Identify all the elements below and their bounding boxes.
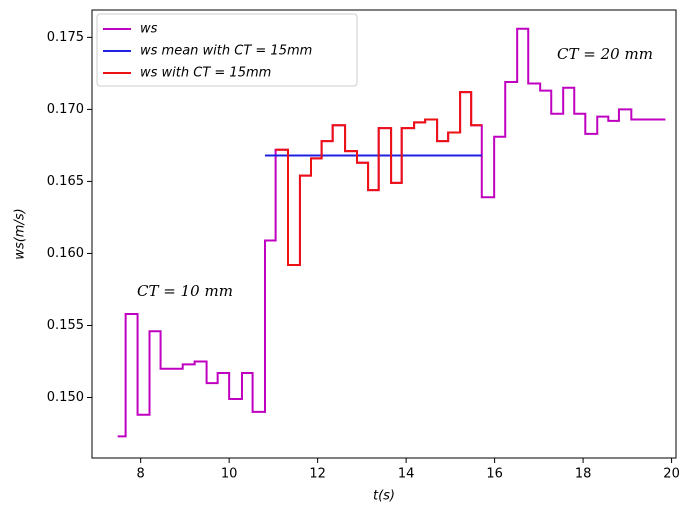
y-tick-label: 0.175 (47, 30, 84, 45)
x-axis-label: t(s) (373, 489, 395, 504)
marks (117, 27, 666, 438)
y-axis-label: ws(m/s) (13, 208, 28, 259)
x-tick-label: 12 (309, 467, 326, 482)
annotation: CT = 20 mm (557, 45, 653, 63)
x-tick-label: 18 (575, 467, 592, 482)
x-tick-label: 8 (137, 467, 145, 482)
legend-label: ws with CT = 15mm (140, 66, 271, 81)
x-tick-label: 20 (663, 467, 680, 482)
legend-label: ws (140, 22, 158, 37)
x-tick-label: 14 (398, 467, 415, 482)
series-line (117, 27, 666, 438)
x-tick-label: 16 (486, 467, 503, 482)
y-tick-label: 0.170 (47, 102, 84, 117)
legend: ws ws mean with CT = 15mm ws with CT = 15m… (96, 13, 358, 87)
y-tick-label: 0.155 (47, 318, 84, 333)
legend-box (96, 13, 358, 87)
x-tick-label: 10 (221, 467, 238, 482)
series-line (275, 91, 482, 266)
y-tick-label: 0.160 (47, 246, 84, 261)
y-tick-label: 0.150 (47, 390, 84, 405)
plot-frame (91, 9, 677, 459)
annotation: CT = 10 mm (137, 282, 233, 300)
y-tick-label: 0.165 (47, 174, 84, 189)
legend-label: ws mean with CT = 15mm (140, 44, 312, 59)
